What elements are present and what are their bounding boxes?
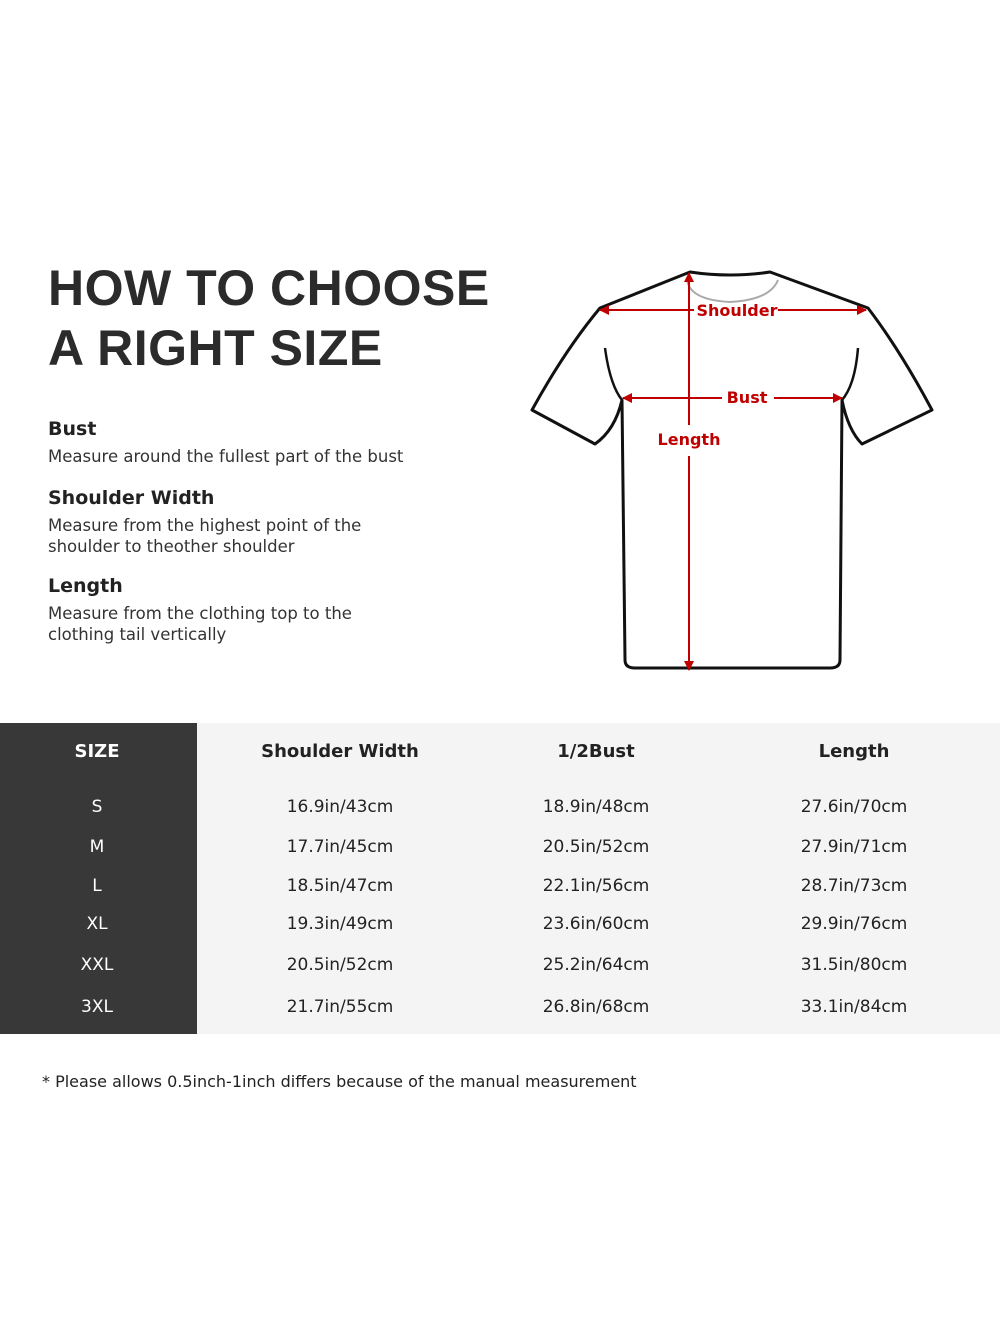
shoulder-heading: Shoulder Width — [48, 487, 215, 509]
cell-shoulder-width: 21.7in/55cm — [286, 997, 394, 1017]
size-column: SIZE S M L XL XXL 3XL — [0, 723, 197, 1034]
cell-shoulder-width: 20.5in/52cm — [286, 955, 394, 975]
cell-length: 33.1in/84cm — [800, 997, 908, 1017]
cell-size: XXL — [80, 955, 114, 975]
cell-half-bust: 23.6in/60cm — [542, 914, 650, 934]
header-size: SIZE — [74, 741, 120, 762]
cell-half-bust: 18.9in/48cm — [542, 797, 650, 817]
tshirt-outline — [530, 270, 934, 670]
length-text: Measure from the clothing top to the clo… — [48, 604, 352, 644]
cell-half-bust: 25.2in/64cm — [542, 955, 650, 975]
size-table: SIZE S M L XL XXL 3XL Shoulder Width 1/2Bust Len… — [0, 723, 1000, 1034]
length-label: Length — [658, 430, 721, 449]
cell-shoulder-width: 19.3in/49cm — [286, 914, 394, 934]
cell-length: 28.7in/73cm — [800, 876, 908, 896]
shoulder-label: Shoulder — [697, 301, 778, 320]
cell-size: 3XL — [81, 997, 113, 1017]
bust-label: Bust — [727, 388, 768, 407]
cell-length: 27.6in/70cm — [800, 797, 908, 817]
header-length: Length — [818, 741, 890, 762]
cell-shoulder-width: 18.5in/47cm — [286, 876, 394, 896]
title-line-1: HOW TO CHOOSE — [48, 260, 490, 316]
cell-length: 29.9in/76cm — [800, 914, 908, 934]
cell-size: S — [91, 797, 103, 817]
cell-shoulder-width: 16.9in/43cm — [286, 797, 394, 817]
cell-size: XL — [86, 914, 108, 934]
bust-heading: Bust — [48, 418, 97, 440]
cell-size: M — [89, 837, 105, 857]
cell-size: L — [92, 876, 102, 896]
cell-length: 27.9in/71cm — [800, 837, 908, 857]
title-line-2: A RIGHT SIZE — [48, 320, 383, 376]
cell-half-bust: 22.1in/56cm — [542, 876, 650, 896]
measurement-note: * Please allows 0.5inch-1inch differs be… — [42, 1072, 637, 1091]
cell-half-bust: 20.5in/52cm — [542, 837, 650, 857]
cell-half-bust: 26.8in/68cm — [542, 997, 650, 1017]
length-heading: Length — [48, 575, 123, 597]
header-shoulder-width: Shoulder Width — [261, 741, 419, 762]
bust-text: Measure around the fullest part of the b… — [48, 447, 404, 466]
cell-length: 31.5in/80cm — [800, 955, 908, 975]
shoulder-text: Measure from the highest point of the sh… — [48, 516, 362, 556]
tshirt-diagram: Shoulder Bust Length — [530, 270, 934, 671]
cell-shoulder-width: 17.7in/45cm — [286, 837, 394, 857]
header-half-bust: 1/2Bust — [557, 741, 635, 762]
page-title: HOW TO CHOOSE A RIGHT SIZE — [48, 258, 490, 378]
